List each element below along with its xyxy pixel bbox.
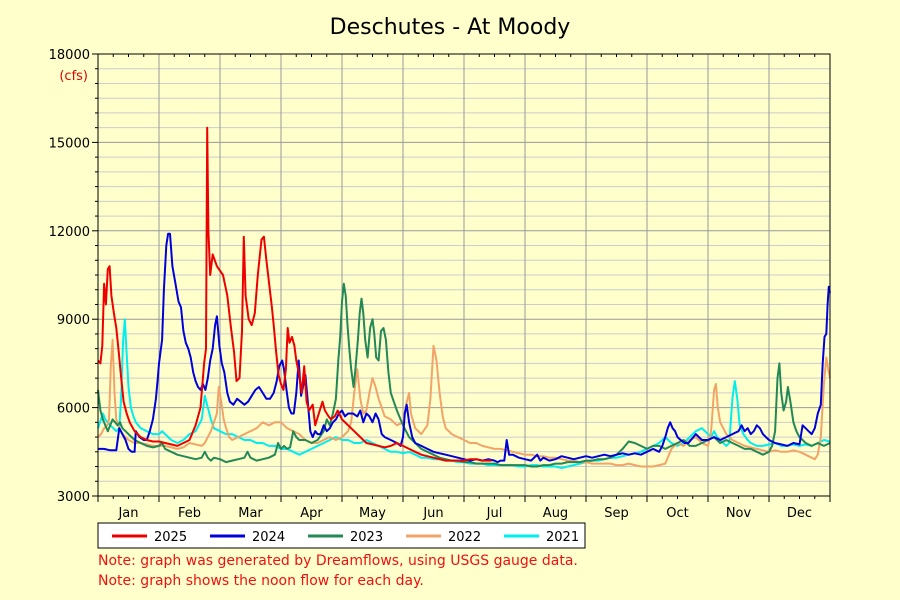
- x-tick-label: Oct: [666, 506, 688, 521]
- x-tick-label: Mar: [238, 506, 263, 521]
- legend-label-2022: 2022: [448, 530, 481, 545]
- y-tick-label: 18000: [49, 48, 90, 63]
- x-tick-label: Sep: [604, 506, 629, 521]
- note-line-2: Note: graph shows the noon flow for each…: [98, 573, 424, 589]
- legend-label-2023: 2023: [350, 530, 383, 545]
- legend-label-2021: 2021: [546, 530, 579, 545]
- y-unit-label: (cfs): [59, 69, 88, 84]
- x-tick-label: Aug: [543, 506, 568, 521]
- axis-ticks: [92, 53, 831, 502]
- legend: 2025 2024 2023 2022 2021: [97, 522, 586, 549]
- x-tick-label: Apr: [300, 506, 323, 521]
- y-tick-label: 15000: [49, 136, 90, 151]
- x-tick-labels: Jan Feb Mar Apr May Jun Jul Aug Sep Oct Nov Dec: [117, 506, 812, 521]
- note-line-1: Note: graph was generated by Dreamflows,…: [98, 553, 578, 569]
- series-line-2024: [98, 232, 831, 464]
- y-tick-label: 3000: [57, 490, 90, 505]
- y-tick-label: 9000: [57, 313, 90, 328]
- series-line-2022: [97, 338, 831, 468]
- legend-label-2024: 2024: [252, 530, 285, 545]
- x-tick-label: Dec: [787, 506, 812, 521]
- x-tick-label: Jul: [486, 506, 503, 521]
- x-tick-label: Jun: [422, 506, 443, 521]
- legend-label-2025: 2025: [154, 530, 187, 545]
- series-lines: [97, 126, 831, 469]
- x-tick-label: Nov: [726, 506, 752, 521]
- y-tick-label: 12000: [49, 225, 90, 240]
- y-tick-labels: 3000 6000 9000 12000 15000 18000: [49, 48, 90, 505]
- x-tick-label: Jan: [117, 506, 138, 521]
- y-tick-label: 6000: [57, 402, 90, 417]
- series-line-2025: [97, 126, 492, 462]
- chart-title: Deschutes - At Moody: [330, 15, 571, 40]
- x-tick-label: May: [359, 506, 386, 521]
- x-tick-label: Feb: [178, 506, 201, 521]
